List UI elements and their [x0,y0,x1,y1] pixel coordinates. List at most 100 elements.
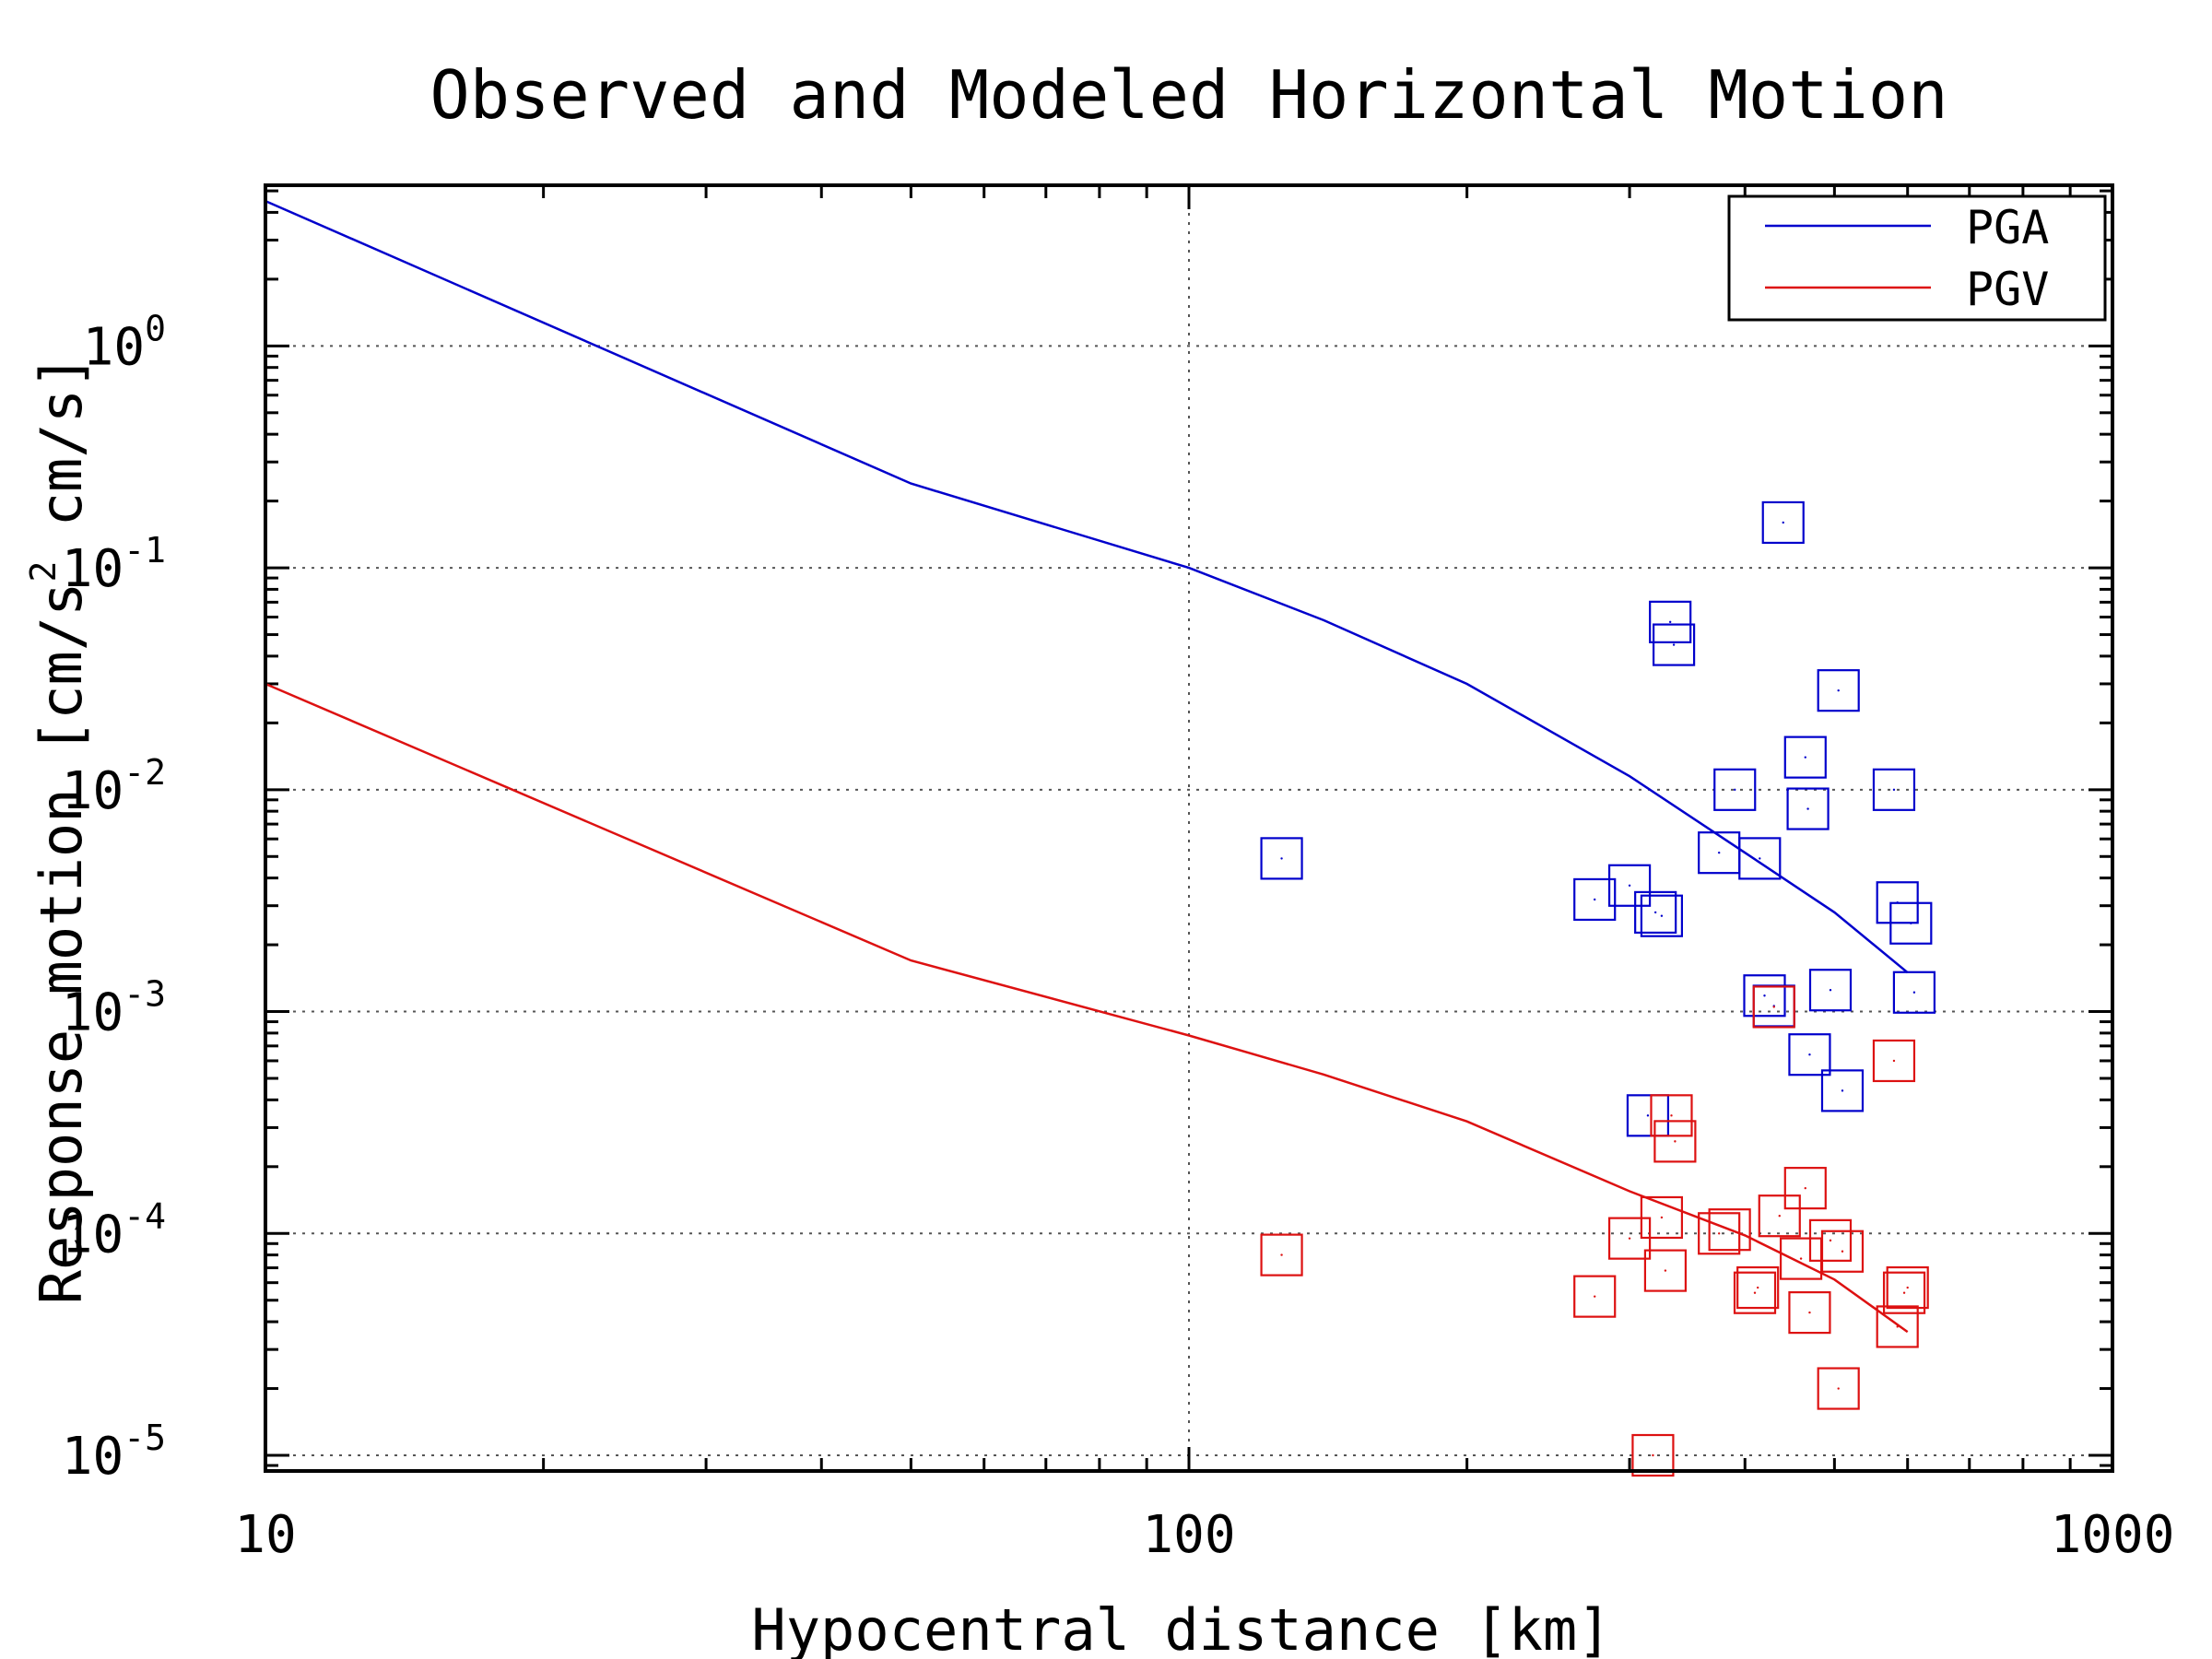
observed-point-pga [1820,1069,1865,1112]
observed-point-pgv [1650,1094,1693,1137]
observed-point-pga [1738,837,1782,880]
y-tick-label: 10-5 [62,1418,166,1487]
observed-point-pga [1626,1094,1670,1137]
observed-point-pga [1260,837,1303,880]
observed-point-center-pga [1628,884,1631,887]
y-axis-label: Response motion [cm/s2 cm/s] [23,355,95,1305]
observed-point-pga [1640,894,1684,937]
observed-point-pga [1607,864,1652,907]
observed-point-center-pga [1653,911,1657,914]
observed-point-center-pga [1672,643,1676,646]
observed-point-pgv [1573,1275,1617,1318]
x-tick-label: 100 [1142,1505,1235,1565]
y-tick-label: 100 [83,308,166,377]
observed-point-center-pga [1837,688,1840,692]
observed-point-pgv [1698,1212,1741,1255]
observed-point-pgv [1882,1271,1926,1314]
observed-point-center-pga [1808,1053,1811,1056]
grid-layer [265,185,2112,1471]
observed-point-pgv [1876,1305,1919,1348]
chart-title: Observed and Modeled Horizontal Motion [429,56,1947,134]
observed-point-center-pga [1646,1114,1650,1117]
observed-point-pga [1817,669,1860,712]
observed-point-center-pgv [1728,1228,1731,1231]
observed-point-pga [1652,623,1696,666]
observed-point-pgv [1708,1208,1751,1252]
observed-point-center-pgv [1902,1291,1906,1294]
observed-point-pga [1761,500,1805,545]
observed-point-pga [1872,768,1916,811]
plot-frame [264,183,2114,1473]
observed-point-pgv [1788,1291,1831,1335]
observed-point-pga [1889,901,1933,945]
observed-point-pgv [1752,985,1795,1029]
observed-point-center-pga [1668,620,1672,624]
x-axis-label: Hypocentral distance [km] [751,1596,1611,1659]
observed-point-pga [1649,600,1692,643]
observed-point-center-pgv [1628,1237,1631,1240]
observed-point-center-pgv [1756,1286,1759,1289]
observed-point-center-pgv [1594,1295,1596,1298]
observed-point-pga [1634,890,1677,935]
observed-point-center-pgv [1772,1006,1775,1008]
observed-point-center-pgv [1799,1257,1803,1260]
observed-point-center-pgv [1804,1186,1806,1190]
observed-point-center-pga [1759,857,1761,860]
observed-point-pga [1788,1033,1831,1077]
model-line-pgv [265,682,1909,1334]
observed-point-center-pga [1763,994,1766,997]
observed-point-center-pgv [1892,1059,1896,1063]
observed-point-center-pga [1806,807,1809,810]
observed-point-pgv [1733,1271,1777,1314]
observed-point-center-pgv [1717,1232,1721,1235]
observed-point-center-pga [1734,788,1736,792]
y-tick-label: 10-4 [62,1195,166,1265]
observed-point-pga [1573,877,1617,922]
observed-point-pgv [1758,1194,1801,1238]
observed-point-center-pga [1804,756,1806,759]
observed-point-center-pgv [1753,1291,1757,1294]
observed-point-pga [1713,768,1757,811]
observed-point-center-pga [1829,989,1832,992]
legend-box [1727,194,2107,322]
observed-point-pga [1786,787,1830,830]
observed-point-center-pga [1280,857,1283,860]
observed-point-center-pga [1717,851,1721,854]
y-tick-label: 10-3 [62,974,166,1043]
observed-point-pgv [1808,1218,1853,1262]
observed-point-center-pga [1594,898,1596,901]
observed-point-center-pga [1892,788,1896,792]
observed-point-pgv [1640,1195,1684,1240]
y-tick-label: 10-1 [62,530,166,599]
observed-point-pgv [1631,1433,1675,1477]
observed-point-pgv [1820,1230,1865,1273]
observed-point-center-pga [1841,1089,1844,1092]
observed-point-center-pga [1660,914,1664,917]
legend-label-pga: PGA [1966,201,2049,254]
observed-point-center-pgv [1837,1387,1840,1390]
observed-point-center-pgv [1674,1140,1677,1143]
observed-point-center-pga [1782,521,1784,524]
observed-point-center-pgv [1896,1325,1899,1328]
plot-area [265,199,1936,1477]
observed-point-center-pgv [1670,1114,1673,1117]
observed-point-center-pgv [1660,1216,1664,1219]
observed-point-pga [1783,735,1827,779]
model-line-pga [265,199,1909,974]
observed-point-pga [1892,971,1936,1014]
observed-point-center-pgv [1829,1239,1832,1242]
observed-point-center-pgv [1906,1286,1909,1289]
observed-point-center-pgv [1652,1453,1654,1457]
legend: PGA PGV [1727,194,2107,322]
observed-point-center-pgv [1778,1215,1781,1218]
observed-point-center-pga [1910,922,1912,924]
observed-point-pgv [1736,1265,1780,1310]
x-tick-label: 10 [234,1505,296,1565]
observed-point-pga [1743,974,1786,1018]
y-tick-label: 10-2 [62,752,166,821]
observed-point-center-pgv [1664,1269,1667,1272]
observed-point-center-pgv [1841,1250,1844,1253]
observed-point-pgv [1653,1120,1697,1163]
tick-layer: 100 10-1 10-2 10-3 10-4 10-5 10 100 1000 [62,185,2174,1565]
observed-point-center-pgv [1280,1253,1283,1256]
